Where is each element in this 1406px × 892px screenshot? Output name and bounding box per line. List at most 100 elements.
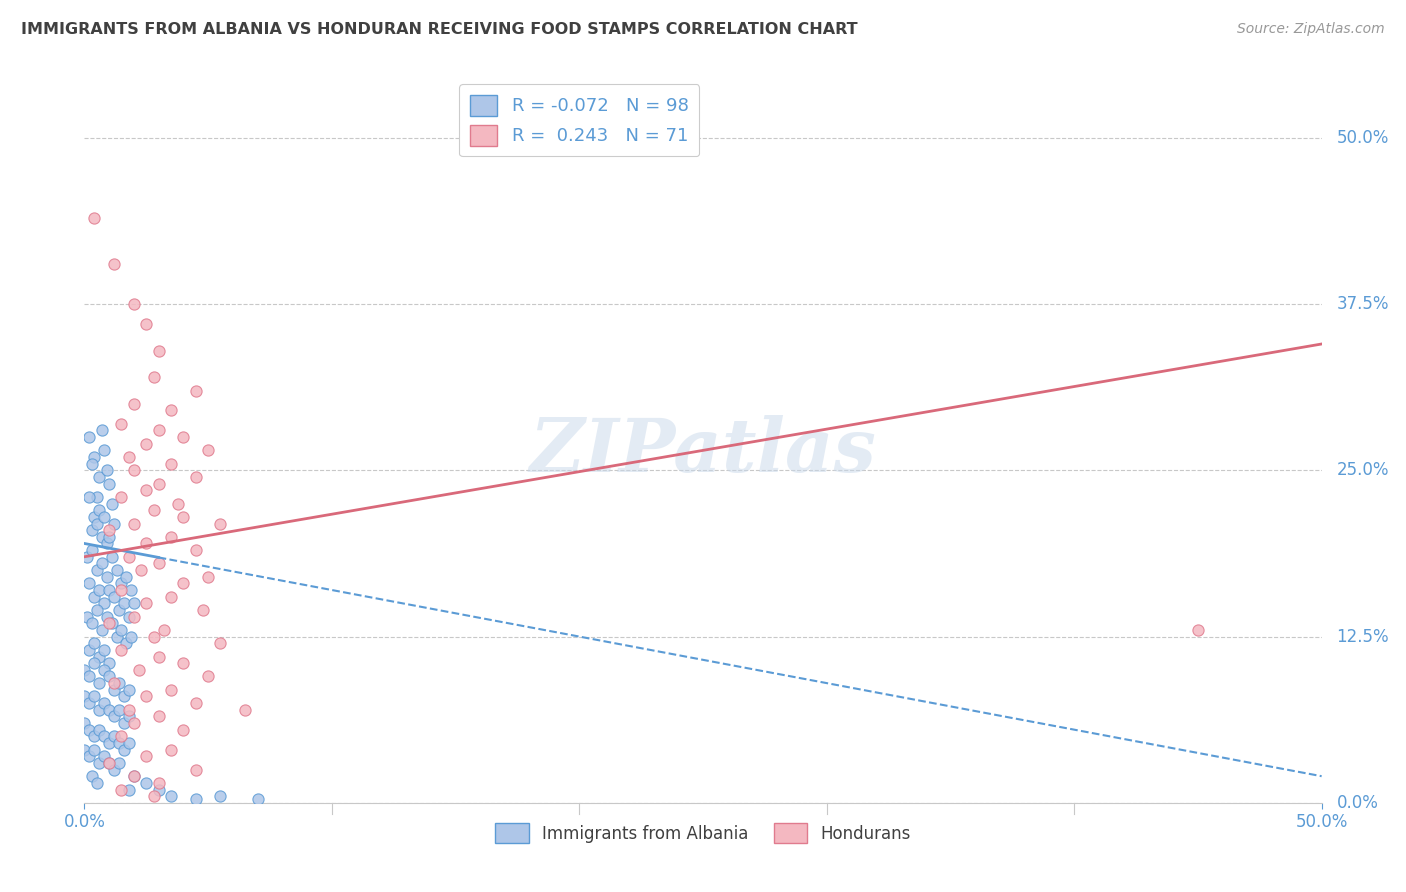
Point [110,582,132,597]
Point [86,563,108,577]
Point [110,490,132,504]
Point [148,476,170,491]
Point [79,696,101,710]
Point [122,463,145,477]
Point [79,576,101,591]
Point [83,656,105,670]
Point [148,557,170,571]
Point [172,723,194,737]
Point [103,516,125,531]
Point [135,749,157,764]
Point [148,782,170,797]
Point [83,450,105,464]
Point [118,609,141,624]
Point [135,436,157,450]
Point [93,596,115,610]
Point [148,649,170,664]
Point [118,703,141,717]
Point [172,576,194,591]
Point [73,742,96,756]
Point [83,690,105,704]
Point [89,676,111,690]
Point [184,470,207,484]
Legend: Immigrants from Albania, Hondurans: Immigrants from Albania, Hondurans [489,817,917,849]
Point [122,609,145,624]
Text: 25.0%: 25.0% [1337,461,1389,479]
Point [142,370,165,384]
Point [96,570,118,584]
Point [112,690,135,704]
Point [98,736,121,750]
Point [184,763,207,777]
Point [1187,623,1209,637]
Point [110,643,132,657]
Point [89,503,111,517]
Point [172,430,194,444]
Point [98,523,121,537]
Point [96,609,118,624]
Point [142,630,165,644]
Point [160,530,183,544]
Point [148,709,170,723]
Point [184,792,207,806]
Point [110,623,132,637]
Point [86,603,108,617]
Point [79,749,101,764]
Text: IMMIGRANTS FROM ALBANIA VS HONDURAN RECEIVING FOOD STAMPS CORRELATION CHART: IMMIGRANTS FROM ALBANIA VS HONDURAN RECE… [21,22,858,37]
Point [103,709,125,723]
Point [103,682,125,697]
Point [80,769,103,783]
Point [135,536,157,550]
Point [93,729,115,743]
Point [83,742,105,756]
Point [128,663,150,677]
Point [90,530,112,544]
Point [129,563,152,577]
Point [83,590,105,604]
Point [118,736,141,750]
Point [122,716,145,731]
Point [105,563,128,577]
Point [209,636,232,650]
Point [103,729,125,743]
Point [233,703,256,717]
Point [135,690,157,704]
Point [98,656,121,670]
Point [93,443,115,458]
Point [122,769,145,783]
Point [122,297,145,311]
Point [118,682,141,697]
Point [96,536,118,550]
Point [197,443,219,458]
Point [108,756,131,770]
Point [89,703,111,717]
Point [108,736,131,750]
Point [76,549,98,564]
Point [103,763,125,777]
Point [135,317,157,331]
Point [160,682,183,697]
Point [73,690,96,704]
Point [142,503,165,517]
Point [184,696,207,710]
Point [112,596,135,610]
Point [103,676,125,690]
Text: ZIPatlas: ZIPatlas [530,416,876,488]
Point [152,623,174,637]
Point [73,663,96,677]
Point [100,549,122,564]
Point [118,450,141,464]
Text: 37.5%: 37.5% [1337,295,1389,313]
Point [142,789,165,804]
Point [89,756,111,770]
Point [89,582,111,597]
Point [112,742,135,756]
Point [160,742,183,756]
Point [73,716,96,731]
Text: Source: ZipAtlas.com: Source: ZipAtlas.com [1237,22,1385,37]
Text: 0.0%: 0.0% [1337,794,1378,812]
Point [148,424,170,438]
Point [86,516,108,531]
Point [86,776,108,790]
Point [246,792,269,806]
